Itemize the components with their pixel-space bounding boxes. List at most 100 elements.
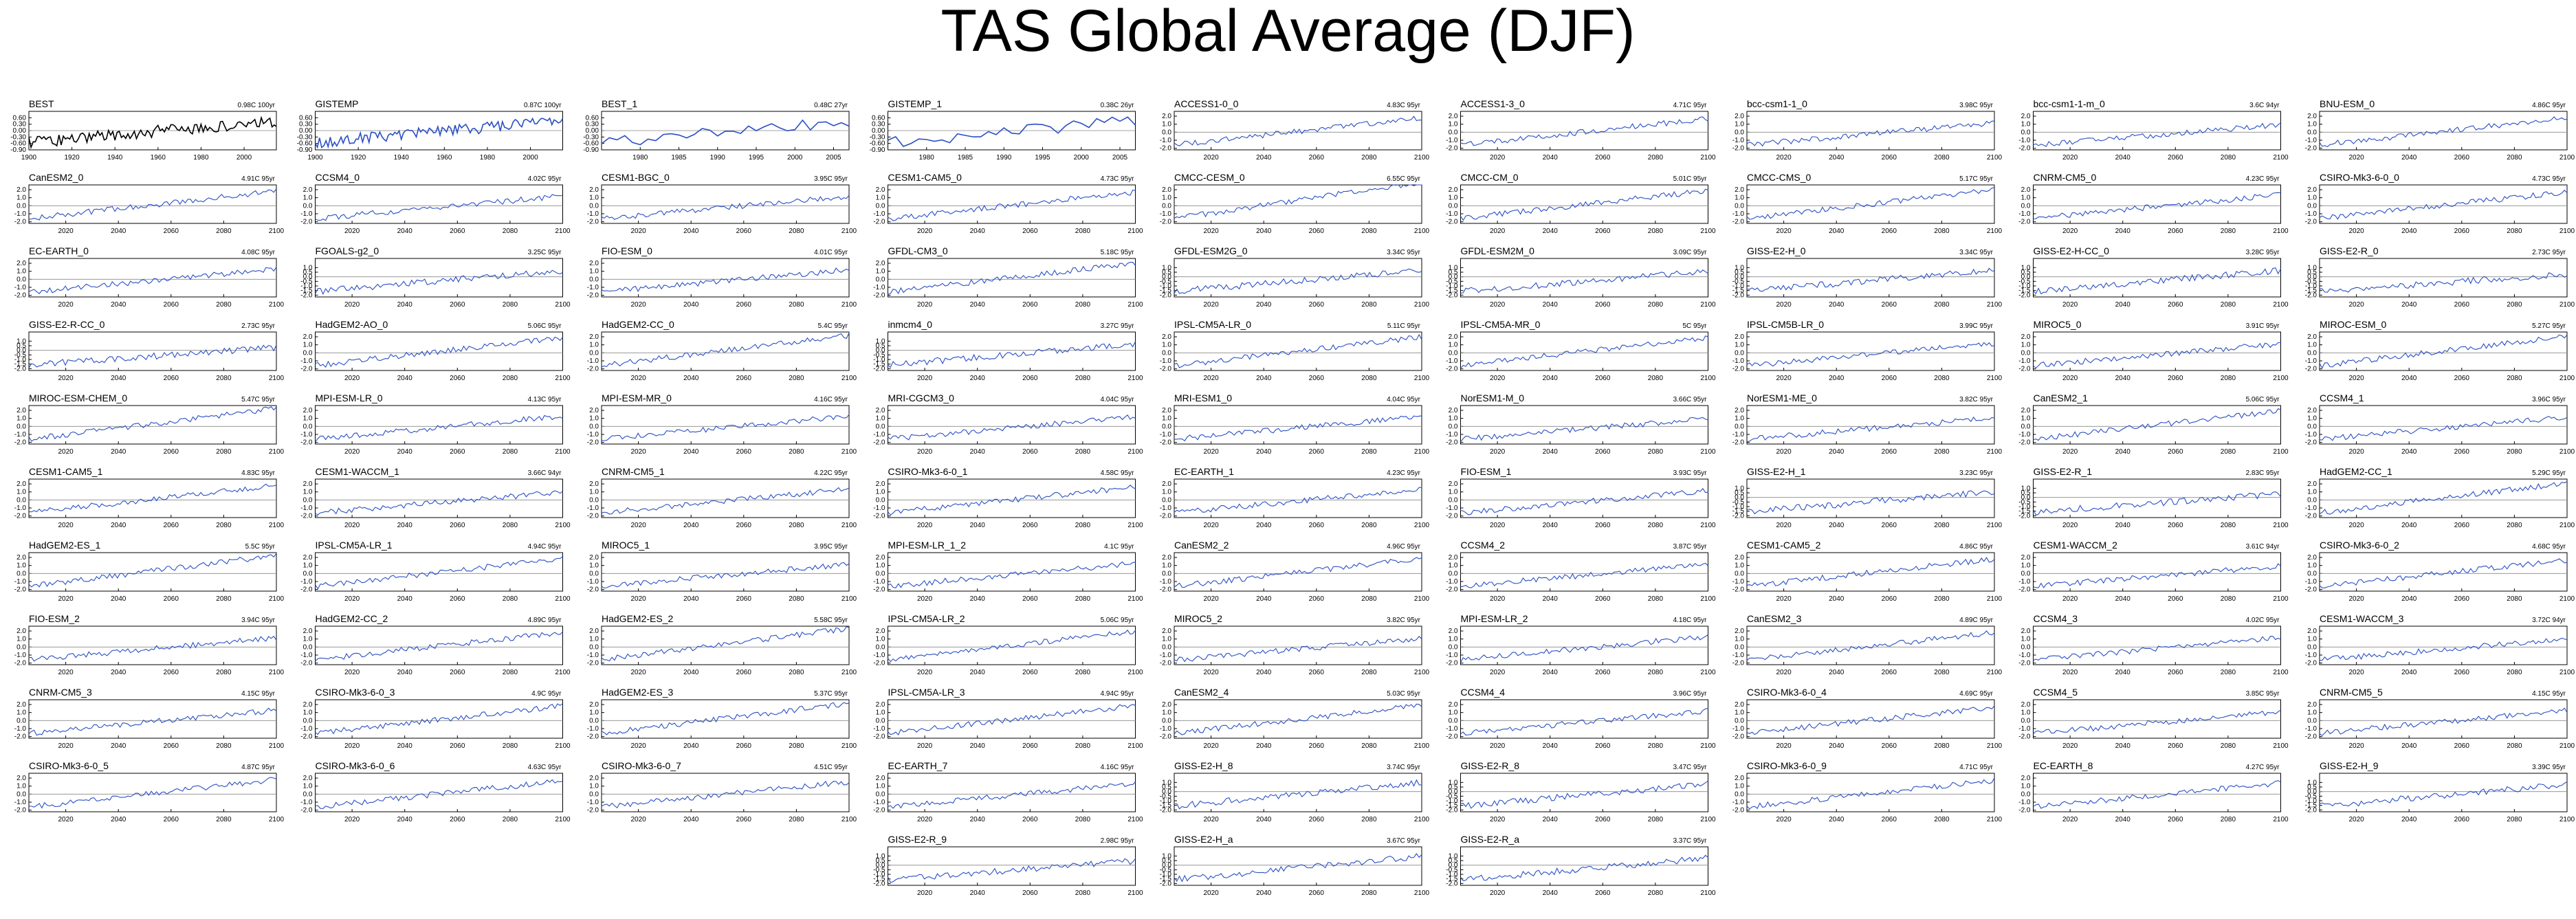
y-tick-label: 1.0 [1162,342,1171,349]
y-tick-label: 0.5 [2307,784,2317,791]
x-tick-label: 2080 [503,228,518,235]
x-tick-label: 2100 [2273,816,2289,823]
y-tick-label: 1.0 [303,342,313,349]
plot-frame [888,184,1136,224]
plot-frame [601,552,850,592]
panel-8: BNU-ESM_0 4.86C 95yr 2.01.00.0-1.0-2.0 2020… [2305,98,2575,162]
series-line [1460,269,1708,294]
y-tick-label: -0.5 [2018,498,2031,506]
y-tick-label: -1.0 [587,505,599,512]
panel-name: CCSM4_2 [1461,540,1506,551]
y-tick-label: -0.5 [14,351,27,359]
x-tick-label: 2100 [1987,522,2003,529]
y-tick-label: 1.0 [1162,562,1171,570]
y-tick-label: 0.30 [872,121,885,129]
x-tick-label: 2060 [1022,816,1038,823]
panel-trend: 4.87C 95yr [241,764,276,771]
panel-trend: 4.02C 95yr [2246,617,2280,624]
panel-name: GISS-E2-H_a [1174,834,1233,845]
plot-frame [888,405,1136,445]
y-tick-label: -2.0 [300,586,313,594]
x-tick-label: 2020 [1776,742,1792,750]
x-tick-label: 2080 [1934,742,1950,750]
x-tick-label: 2020 [630,669,646,676]
series-line [1174,853,1422,883]
x-tick-label: 2080 [789,669,804,676]
x-tick-label: 2020 [917,889,933,897]
x-tick-label: 2080 [1075,228,1091,235]
x-tick-label: 2020 [630,816,646,823]
series-line [1460,854,1708,882]
panel-trend: 5.47C 95yr [241,396,276,403]
x-tick-label: 2060 [1882,742,1897,750]
x-tick-label: 1980 [919,154,935,162]
panel-name: MPI-ESM-LR_0 [316,392,383,403]
y-tick-label: 1.0 [2307,779,2317,786]
y-tick-label: -2.0 [873,439,885,447]
y-tick-label: -2.0 [873,219,885,226]
panel-36: MIROC-ESM-CHEM_0 5.47C 95yr 2.01.00.0-1.0-… [14,392,285,456]
x-tick-label: 2080 [789,228,804,235]
x-tick-label: 2080 [2507,154,2522,162]
y-tick-label: -2.0 [2305,806,2318,814]
x-tick-label: 2040 [1543,669,1559,676]
y-tick-label: 0.0 [2021,790,2031,798]
x-tick-label: 2020 [630,595,646,603]
x-tick-label: 2100 [2273,448,2289,456]
x-tick-label: 2100 [841,228,857,235]
y-tick-label: -1.0 [300,799,313,806]
plot-frame [601,625,850,665]
plot-frame [1460,552,1708,592]
panel-name: GISS-E2-R_9 [888,834,947,845]
series-line [888,782,1136,809]
x-tick-label: 2020 [917,742,933,750]
y-tick-label: -1.0 [873,871,885,878]
x-tick-label: 2080 [2221,154,2236,162]
y-tick-label: -0.5 [1446,866,1458,874]
y-tick-label: -2.0 [14,219,27,226]
y-tick-label: 0.0 [1162,788,1171,796]
x-tick-label: 2100 [1700,375,1716,382]
plot-frame [2319,331,2568,371]
y-tick-label: 0.0 [2307,423,2317,430]
y-tick-label: 0.0 [2307,717,2317,724]
panel-name: GISS-E2-R_a [1461,834,1520,845]
x-tick-label: 2100 [1987,228,2003,235]
plot-frame [888,699,1136,739]
y-tick-label: 2.0 [1449,480,1458,488]
x-tick-label: 2080 [1361,448,1377,456]
x-tick-label: 2020 [1490,228,1506,235]
y-tick-label: -1.0 [300,725,313,733]
plot-frame [2319,111,2568,151]
series-line [888,414,1136,441]
panel-trend: 4.15C 95yr [2532,690,2566,698]
x-tick-label: 2060 [736,742,752,750]
y-tick-label: 0.0 [16,570,26,577]
x-tick-label: 2020 [58,228,74,235]
y-tick-label: 2.0 [589,554,599,562]
y-tick-label: 0.5 [16,342,26,350]
x-tick-label: 2060 [450,228,465,235]
x-tick-label: 2020 [58,301,74,309]
x-tick-label: 2100 [2560,522,2575,529]
x-tick-label: 2080 [1075,595,1091,603]
series-line [1460,708,1708,735]
x-tick-label: 2060 [1309,522,1325,529]
x-tick-label: 2100 [555,375,571,382]
x-tick-label: 2020 [1203,375,1219,382]
series-line [2033,636,2281,661]
x-tick-label: 2020 [1776,669,1792,676]
series-line [2319,190,2568,220]
series-line [601,780,850,809]
plot-frame [1174,625,1422,665]
x-tick-label: 2060 [450,816,465,823]
plot-frame [2319,773,2568,812]
y-tick-label: 2.0 [2307,480,2317,488]
x-tick-label: 2100 [555,742,571,750]
series-line [1460,417,1708,443]
y-tick-label: -1.0 [873,356,885,364]
panel-name: GISS-E2-H_0 [1747,245,1806,256]
y-tick-label: -2.0 [300,291,313,299]
panel-name: CSIRO-Mk3-6-0_3 [316,687,395,698]
y-tick-label: -0.5 [1160,793,1172,800]
